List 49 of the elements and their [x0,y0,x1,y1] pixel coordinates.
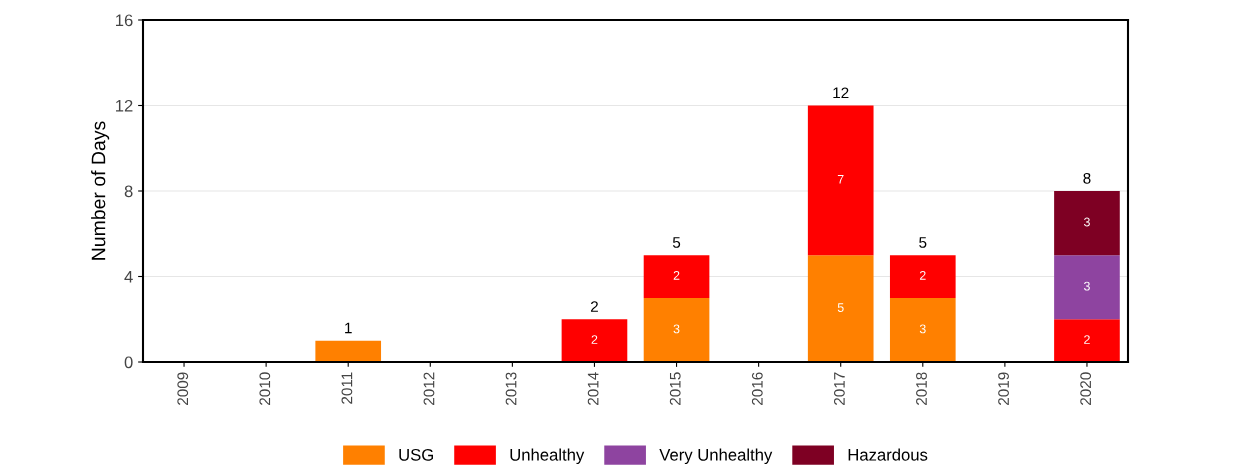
data-label: 7 [837,174,844,184]
y-tick-label: 16 [116,14,133,27]
x-tick-label: 2009 [177,372,189,405]
bar [1054,319,1120,362]
data-label: 3 [1083,217,1090,227]
data-label: 5 [837,303,844,312]
legend-label: USG [399,448,433,461]
data-label: 2 [673,271,680,280]
x-tick-label: 2020 [1080,372,1092,405]
x-tick-label: 2016 [751,372,763,405]
x-tick-label: 2017 [833,372,845,405]
y-tick-label: 0 [124,356,133,369]
data-label: 2 [591,335,598,344]
x-tick-label: 2013 [505,372,517,405]
data-label: 2 [919,271,926,280]
bar [643,297,710,362]
total-label: 1 [345,322,352,334]
x-tick-label: 2014 [587,372,599,405]
y-tick-label: 12 [116,99,133,112]
total-label: 5 [919,237,927,248]
data-label: 3 [919,324,926,334]
data-label: 3 [1083,281,1090,291]
y-tick-label: 8 [124,185,133,198]
total-label: 8 [1083,172,1091,184]
x-tick-label: 2019 [998,372,1009,405]
legend-label: Hazardous [848,448,928,461]
bar [889,255,956,298]
bar [561,319,628,362]
total-label: 2 [590,301,598,312]
data-label: 2 [1084,335,1090,344]
x-tick-label: 2010 [259,372,271,405]
x-tick-label: 2012 [423,372,435,405]
x-tick-label: 2018 [916,372,927,405]
y-axis-title: Number of Days [91,121,110,260]
bar [643,255,710,298]
bar [1054,191,1120,256]
bar [807,105,874,256]
y-tick-label: 4 [124,271,133,283]
bar [807,255,874,362]
bar [315,340,382,362]
legend-label: Very Unhealthy [659,448,773,465]
bar [1054,255,1120,320]
total-label: 5 [672,237,681,248]
total-label: 12 [833,87,849,99]
data-label: 3 [673,324,680,334]
x-tick-label: 2015 [669,372,681,405]
bar [889,297,956,362]
legend-label: Unhealthy [510,448,585,465]
x-tick-label: 2011 [341,372,353,404]
